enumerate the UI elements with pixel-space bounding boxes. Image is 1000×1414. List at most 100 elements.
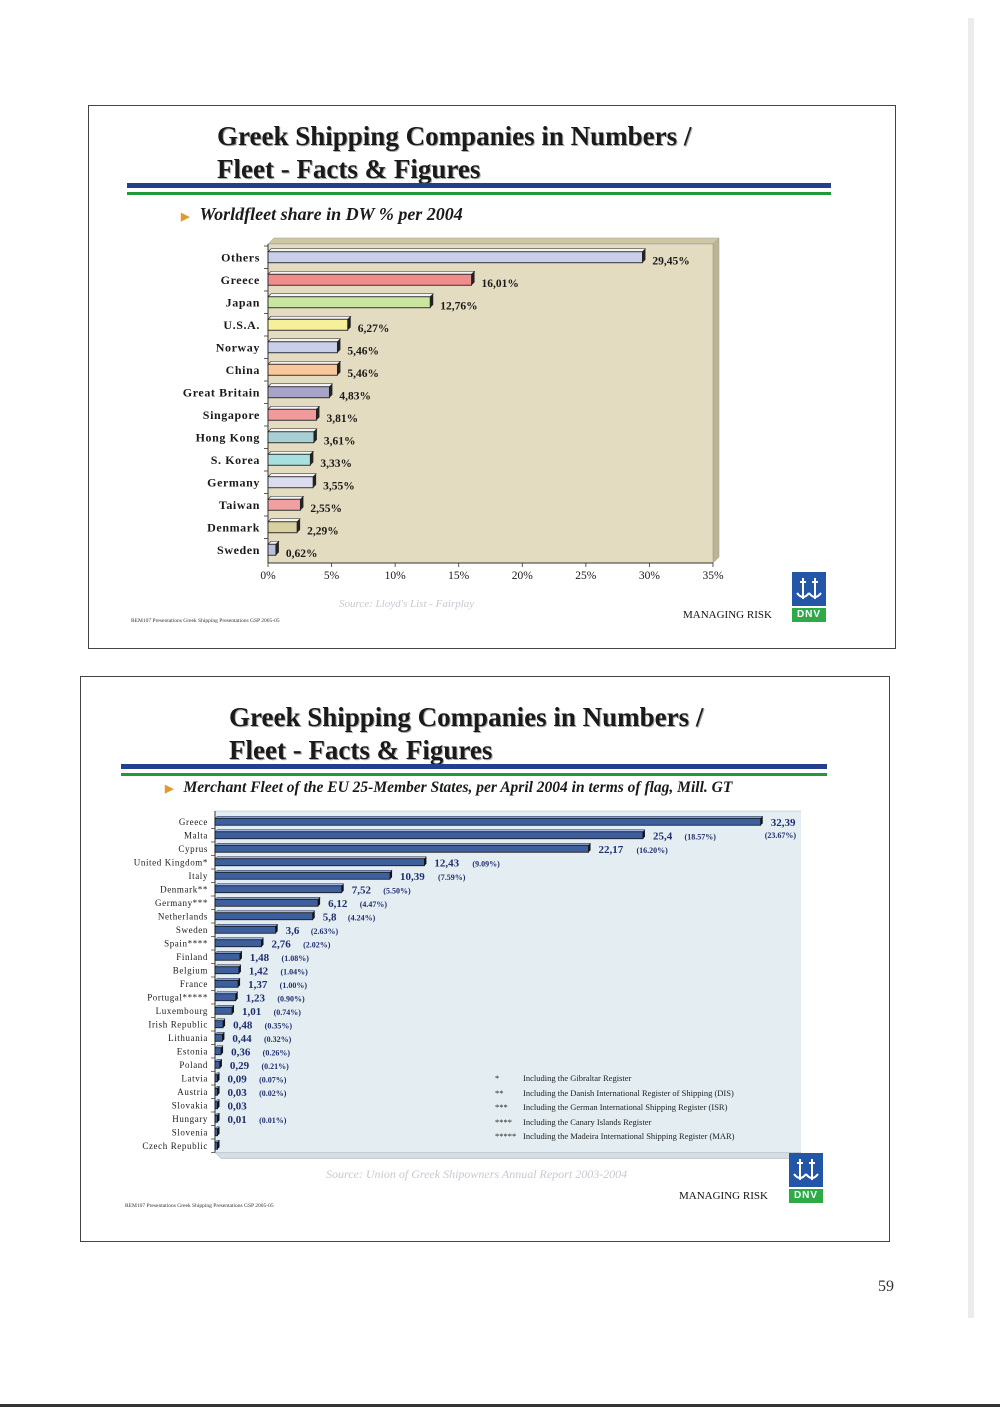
data-label: 3,33% [320,458,352,470]
value-label: 1,37 [248,979,268,991]
bullet-triangle-icon: ▶ [181,211,190,223]
share-label: (23.67%) [765,831,797,840]
category-label: Great Britain [183,385,260,399]
dnv-logo: DNV [792,608,826,622]
bar [214,1128,218,1137]
bar-top [267,338,342,343]
category-label: U.S.A. [223,318,260,332]
bar [214,925,277,934]
share-label: (0.32%) [264,1035,292,1044]
title-rule-blue [127,183,831,188]
footer-reference: REM107 Presentations Greek Shipping Pres… [125,1203,274,1209]
footnote: * Including the Gibraltar Register [495,1073,632,1083]
data-label: 3,81% [326,413,358,425]
category-label: Luxembourg [156,1006,208,1016]
category-label: Irish Republic [148,1019,208,1029]
x-tick-label: 10% [385,570,407,582]
category-label: Spain**** [164,938,208,948]
category-label: Italy [189,871,209,881]
share-label: (7.59%) [438,873,466,882]
managing-risk-text: MANAGING RISK [683,609,772,621]
category-label: Hong Kong [196,430,260,444]
bar-side [642,829,645,839]
title-line-1: Greek Shipping Companies in Numbers / [217,121,692,151]
bar [214,1020,224,1029]
bullet-heading: ▶ Worldfleet share in DW % per 2004 [181,204,463,225]
bar [214,1141,218,1150]
bar-top [267,518,301,523]
bar-side [337,338,341,353]
bar [214,844,589,853]
bar-side [217,1099,220,1109]
share-label: (4.47%) [360,900,388,909]
title-line-1: Greek Shipping Companies in Numbers / [229,702,704,732]
bullet-heading: ▶ Merchant Fleet of the EU 25-Member Stat… [165,779,732,797]
bar-side [337,361,341,376]
footnote: ** Including the Danish International Reg… [495,1087,734,1098]
bar-top [267,405,321,410]
category-label: Taiwan [219,498,260,512]
bar-side [275,924,278,934]
x-tick-label: 25% [575,570,597,582]
data-label: 3,61% [324,435,356,447]
slide-title: Greek Shipping Companies in Numbers / Fl… [217,120,691,186]
category-label: Others [221,250,260,264]
value-label: 1,48 [250,952,270,964]
dnv-logo: DNV [789,1189,823,1203]
title-line-2: Fleet - Facts & Figures [217,154,481,184]
source-note: Source: Union of Greek Shipowners Annual… [326,1167,628,1181]
category-label: S. Korea [211,453,260,467]
slide-title: Greek Shipping Companies in Numbers / Fl… [229,701,703,767]
share-label: (16.20%) [637,846,669,855]
bar [214,1060,221,1069]
bar-side [238,978,241,988]
bar-side [312,910,315,920]
share-label: (1.04%) [281,967,309,976]
bar-side [217,1072,220,1082]
category-label: Poland [179,1060,208,1070]
value-label: 1,42 [249,965,269,977]
bar-side [219,1059,222,1069]
bar [267,521,298,534]
bar-side [318,897,321,907]
bar [214,966,240,975]
x-tick-label: 5% [324,570,340,582]
data-label: 5,46% [347,345,379,357]
value-label: 2,76 [272,938,292,950]
bar [214,1047,222,1056]
category-label: Latvia [181,1073,208,1083]
value-label: 25,4 [653,830,673,842]
footnote: *** Including the German International Sh… [495,1102,728,1112]
bar-side [222,1032,225,1042]
data-label: 4,83% [339,390,371,402]
bullet-text: Merchant Fleet of the EU 25-Member State… [183,779,733,796]
category-label: Finland [176,952,208,962]
bar [214,1087,218,1096]
value-label: 0,09 [228,1073,248,1085]
plot-floor [214,1152,801,1159]
category-label: Malta [184,830,208,840]
value-label: 0,03 [228,1100,248,1112]
bar-side [217,1126,220,1136]
category-label: Estonia [177,1046,208,1056]
bar-side [313,428,317,443]
value-label: 0,44 [232,1033,252,1045]
bar [267,318,349,331]
category-label: Sweden [176,925,208,935]
bar [267,251,643,264]
bar [214,871,391,880]
bar [214,858,425,867]
share-label: (1.08%) [282,954,310,963]
category-label: Slovakia [172,1100,208,1110]
bar-side [313,473,317,488]
bar-side [238,964,241,974]
share-label: (4.24%) [348,913,376,922]
share-label: (5.50%) [383,886,411,895]
dnv-anchor-logo-icon [789,1153,823,1187]
footnotes: * Including the Gibraltar Register ** Incl… [495,1073,735,1146]
data-label: 16,01% [482,278,519,290]
bar [267,273,473,286]
share-label: (9.09%) [472,859,500,868]
value-label: 1,23 [246,992,266,1004]
bar [267,543,277,556]
